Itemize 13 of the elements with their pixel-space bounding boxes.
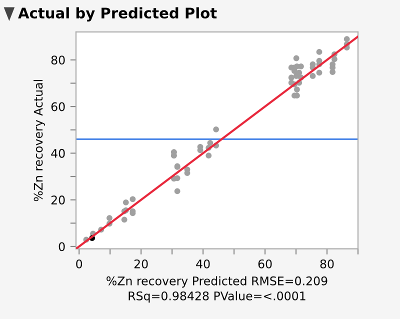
- x-tick-label: 80: [320, 259, 334, 268]
- x-tick-label: 60: [258, 259, 272, 268]
- chart-title: Actual by Predicted Plot: [18, 7, 217, 22]
- x-axis-title: %Zn recovery Predicted RMSE=0.209 RSq=0.98428 PValue=<.0001: [106, 276, 328, 303]
- y-tick-label: 0: [58, 242, 65, 252]
- y-tick-label: 60: [51, 102, 65, 112]
- y-tick-label: 80: [51, 56, 65, 65]
- y-axis-title: %Zn recovery Actual: [34, 80, 46, 202]
- y-tick-label: 40: [51, 148, 65, 158]
- y-tick-label: 20: [51, 196, 65, 204]
- x-tick-label: 40: [196, 259, 210, 268]
- x-tick-label: 20: [134, 259, 148, 268]
- x-tick-label: 0: [76, 259, 82, 268]
